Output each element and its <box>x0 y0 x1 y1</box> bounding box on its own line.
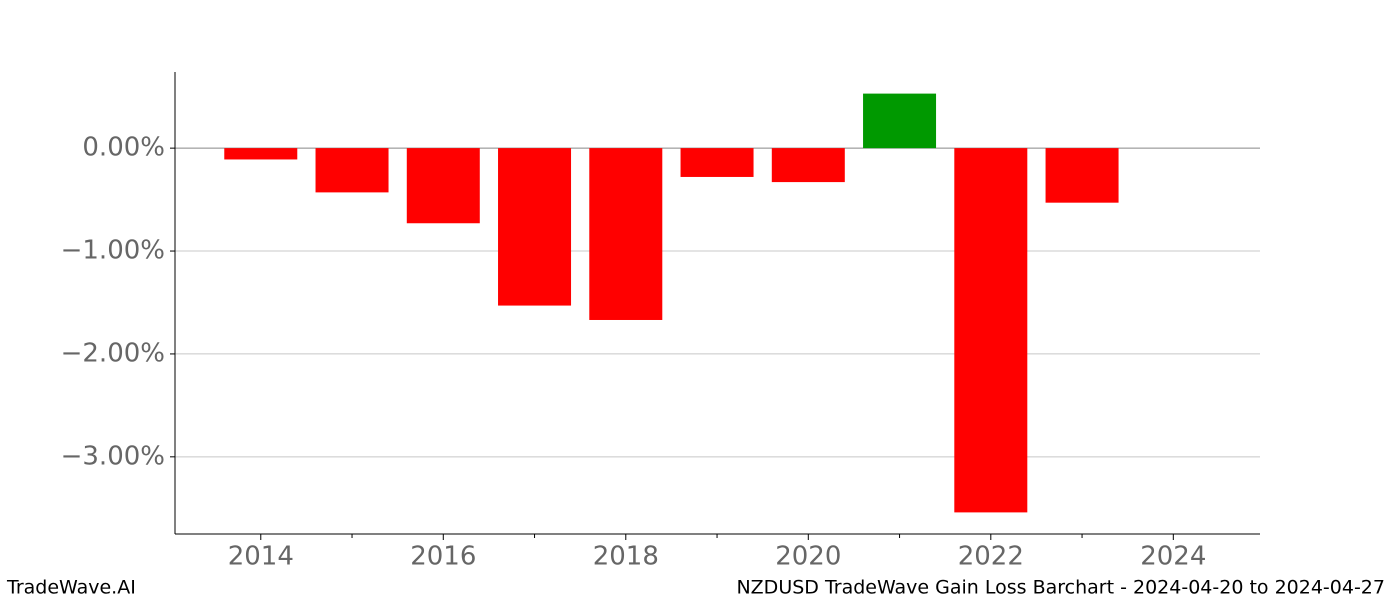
bar <box>771 148 845 183</box>
brand: TradeWave.AI <box>6 577 136 599</box>
bar <box>1045 148 1119 203</box>
bar <box>498 148 572 306</box>
y-tick-label: −3.00% <box>61 441 165 471</box>
bar <box>680 148 754 177</box>
bar <box>589 148 663 320</box>
x-tick-label: 2024 <box>1140 542 1206 572</box>
bar <box>406 148 480 224</box>
bar <box>863 93 937 149</box>
bar <box>224 148 298 160</box>
x-tick-label: 2018 <box>593 542 659 572</box>
y-tick-label: −1.00% <box>61 236 165 266</box>
bar <box>315 148 389 193</box>
x-tick-label: 2022 <box>958 542 1024 572</box>
y-tick-label: 0.00% <box>82 133 165 163</box>
y-tick-label: −2.00% <box>61 338 165 368</box>
x-tick-label: 2014 <box>228 542 294 572</box>
x-tick-label: 2020 <box>775 542 841 572</box>
x-tick-label: 2016 <box>410 542 476 572</box>
caption: NZDUSD TradeWave Gain Loss Barchart - 20… <box>736 577 1385 599</box>
bar <box>954 148 1028 513</box>
